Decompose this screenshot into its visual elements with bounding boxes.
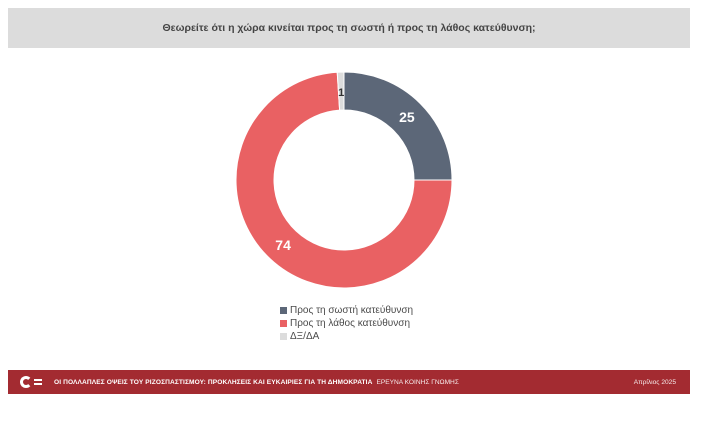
footer-title: ΟΙ ΠΟΛΛΑΠΛΕΣ ΟΨΕΙΣ ΤΟΥ ΡΙΖΟΣΠΑΣΤΙΣΜΟΥ: Π… (54, 378, 373, 386)
data-label-wrong: 74 (275, 237, 291, 253)
legend-item-correct: Προς τη σωστή κατεύθυνση (280, 304, 413, 317)
data-label-correct: 25 (399, 109, 415, 125)
legend-label: Προς τη λάθος κατεύθυνση (290, 318, 411, 329)
chart-title: Θεωρείτε ότι η χώρα κινείται προς τη σωσ… (162, 22, 536, 34)
slide: Θεωρείτε ότι η χώρα κινείται προς τη σωσ… (8, 8, 690, 394)
footer-date: Απρίλιος 2025 (633, 378, 676, 386)
slice-dk (336, 71, 345, 111)
legend-label: ΔΞ/ΔΑ (290, 331, 320, 342)
title-bar: Θεωρείτε ότι η χώρα κινείται προς τη σωσ… (8, 8, 690, 48)
footer-subtitle: ΕΡΕΥΝΑ ΚΟΙΝΗΣ ΓΝΩΜΗΣ (376, 378, 459, 386)
legend-swatch (280, 333, 287, 340)
slice-correct (343, 71, 453, 181)
legend-item-dk: ΔΞ/ΔΑ (280, 330, 413, 343)
footer-bar: ΟΙ ΠΟΛΛΑΠΛΕΣ ΟΨΕΙΣ ΤΟΥ ΡΙΖΟΣΠΑΣΤΙΣΜΟΥ: Π… (8, 370, 690, 394)
legend-swatch (280, 307, 287, 314)
legend-label: Προς τη σωστή κατεύθυνση (290, 305, 414, 316)
legend: Προς τη σωστή κατεύθυνση Προς τη λάθος κ… (280, 304, 413, 343)
donut-chart: 25 74 1 (235, 71, 453, 289)
logo-icon (20, 370, 46, 394)
legend-swatch (280, 320, 287, 327)
slice-wrong (235, 71, 453, 289)
legend-item-wrong: Προς τη λάθος κατεύθυνση (280, 317, 413, 330)
data-label-dk: 1 (338, 87, 344, 99)
